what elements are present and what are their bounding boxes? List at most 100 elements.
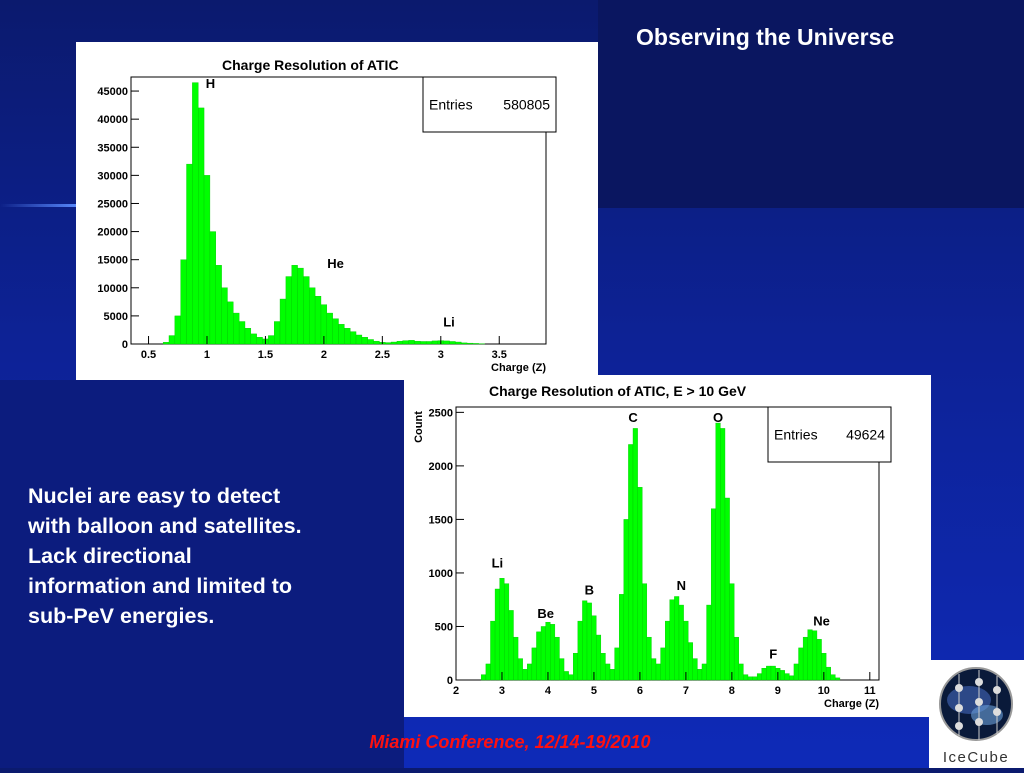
histogram-bar [455, 342, 461, 344]
histogram-bar [711, 509, 716, 680]
histogram-bar [743, 675, 748, 680]
histogram-bar [628, 444, 633, 680]
y-axis-label: Count [413, 411, 425, 443]
histogram-bar [734, 637, 739, 680]
histogram-bar [684, 621, 689, 680]
histogram-bar [280, 299, 286, 344]
histogram-bar [245, 328, 251, 344]
y-tick-label: 40000 [97, 114, 128, 126]
x-tick-label: 2 [453, 685, 459, 697]
stats-label: Entries [774, 427, 818, 443]
histogram-bar [748, 677, 753, 680]
histogram-bar [670, 600, 675, 680]
histogram-bar [504, 584, 509, 680]
histogram-bar [601, 653, 606, 680]
histogram-bar [362, 337, 368, 344]
histogram-bar [467, 343, 473, 344]
histogram-bar [720, 428, 725, 680]
y-tick-label: 10000 [97, 283, 128, 295]
histogram-bar [656, 664, 661, 680]
histogram-bar [204, 175, 210, 344]
x-tick-label: 2 [321, 349, 327, 361]
peak-label: B [585, 582, 594, 597]
x-tick-label: 11 [864, 685, 876, 697]
histogram-bar [661, 648, 666, 680]
peak-label: C [628, 410, 638, 425]
chart-title: Charge Resolution of ATIC, E > 10 GeV [489, 383, 747, 399]
histogram-bar [578, 621, 583, 680]
histogram-bar [315, 296, 321, 344]
histogram-bar [803, 637, 808, 680]
histogram-bar [707, 605, 712, 680]
histogram-bar [615, 648, 620, 680]
histogram-bar [702, 664, 707, 680]
histogram-bar [292, 265, 298, 344]
histogram-bar [592, 616, 597, 680]
histogram-bar [175, 316, 181, 344]
histogram-bar [286, 277, 292, 344]
slide-body: Nuclei are easy to detect with balloon a… [28, 481, 388, 631]
y-tick-label: 500 [435, 621, 453, 633]
peak-label: He [327, 256, 344, 271]
x-tick-label: 7 [683, 685, 689, 697]
y-tick-label: 1500 [429, 514, 453, 526]
histogram-bar [333, 319, 339, 344]
histogram-bar [725, 498, 730, 680]
histogram-bar [596, 635, 601, 680]
x-tick-label: 4 [545, 685, 552, 697]
histogram-bar [835, 678, 840, 680]
histogram-bar [638, 487, 643, 680]
histogram-bar [550, 624, 555, 680]
histogram-bar [391, 342, 397, 344]
histogram-bar [812, 631, 817, 680]
histogram-bar [753, 677, 758, 680]
y-tick-label: 35000 [97, 142, 128, 154]
histogram-bar [564, 671, 569, 680]
accent-line [0, 204, 80, 207]
y-tick-label: 2500 [429, 407, 453, 419]
footer-conference: Miami Conference, 12/14-19/2010 [300, 732, 720, 753]
histogram-bar [559, 659, 564, 680]
histogram-bar [624, 519, 629, 680]
histogram-bar [757, 674, 762, 680]
histogram-bar [762, 668, 767, 680]
y-tick-label: 45000 [97, 86, 128, 98]
histogram-bar [789, 676, 794, 680]
y-tick-label: 25000 [97, 198, 128, 210]
x-tick-label: 2.5 [375, 349, 390, 361]
histogram-bar [523, 669, 528, 680]
histogram-bar [251, 334, 257, 344]
histogram-bar [697, 669, 702, 680]
histogram-bar [350, 332, 356, 344]
histogram-bar [513, 637, 518, 680]
x-tick-label: 1 [204, 349, 210, 361]
icecube-logo-icon: IceCube [929, 660, 1024, 768]
histogram-bar [181, 260, 187, 344]
histogram-bar [665, 621, 670, 680]
histogram-bar [555, 637, 560, 680]
histogram-bar [216, 265, 222, 344]
x-tick-label: 10 [818, 685, 830, 697]
histogram-bar [693, 659, 698, 680]
histogram-bar [527, 664, 532, 680]
histogram-bar [541, 626, 546, 680]
histogram-bar [509, 610, 514, 680]
histogram-bar [339, 324, 345, 344]
histogram-bar [397, 341, 403, 344]
x-axis-label: Charge (Z) [491, 362, 546, 374]
histogram-bar [771, 666, 776, 680]
histogram-bar [385, 343, 391, 344]
slide-title: Observing the Universe [636, 24, 894, 51]
histogram-bar [210, 232, 216, 344]
histogram-bar [651, 659, 656, 680]
histogram-bar [303, 277, 309, 344]
histogram-bar [356, 335, 362, 344]
histogram-bar [198, 108, 204, 344]
histogram-bar [536, 632, 541, 680]
peak-label: F [769, 647, 777, 662]
histogram-bar [486, 664, 491, 680]
histogram-bar [808, 630, 813, 680]
